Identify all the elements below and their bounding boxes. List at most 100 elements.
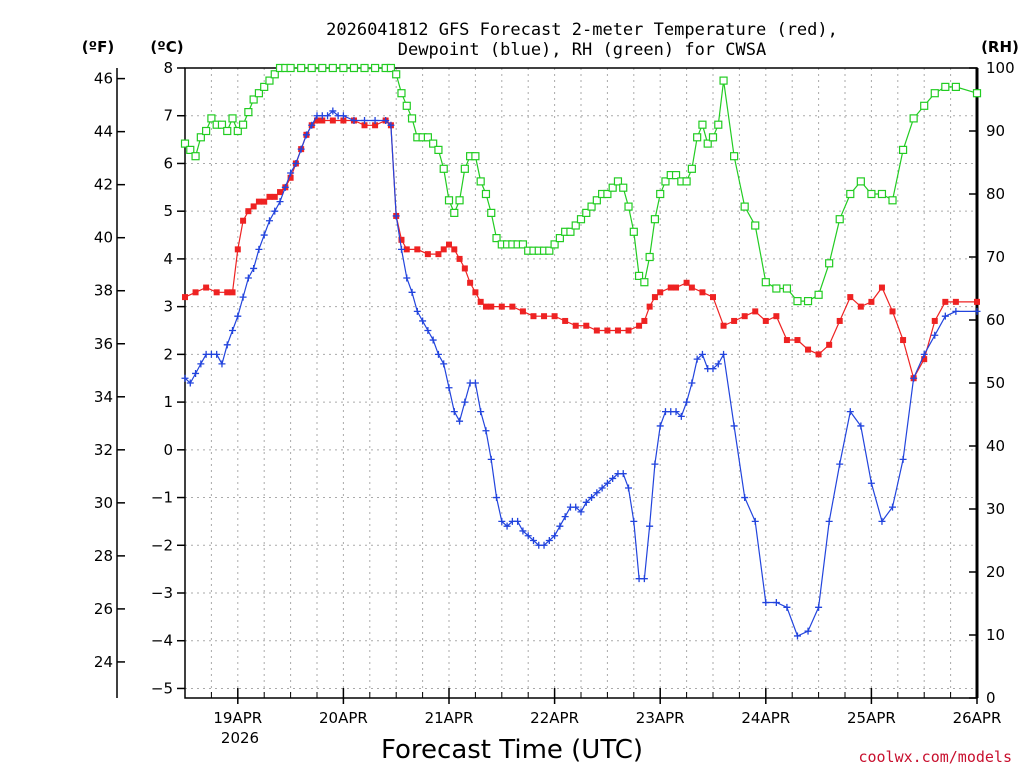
fahrenheit-unit-label: (ºF) (82, 38, 114, 56)
x-tick-label: 22APR (530, 709, 579, 727)
temperature-point (440, 246, 447, 253)
dewpoint-point (408, 288, 416, 296)
celsius-tick-label: −3 (151, 584, 173, 602)
temperature-point (720, 322, 727, 329)
chart-title-line-1: 2026041812 GFS Forecast 2-meter Temperat… (326, 20, 838, 40)
dewpoint-point (445, 384, 453, 392)
dewpoint-point (271, 207, 279, 215)
temperature-point (667, 284, 674, 291)
dewpoint-point (440, 360, 448, 368)
rh-point (471, 152, 480, 161)
temperature-point (673, 284, 680, 291)
rh-point (545, 246, 554, 255)
temperature-point (192, 289, 199, 296)
temperature-point (636, 322, 643, 329)
dewpoint-point (503, 522, 511, 530)
dewpoint-point (857, 422, 865, 430)
dewpoint-point (572, 503, 580, 511)
dewpoint-point (551, 532, 559, 540)
fahrenheit-tick-label: 38 (94, 282, 113, 300)
dewpoint-point (878, 517, 886, 525)
rh-point (634, 271, 644, 280)
fahrenheit-tick-label: 40 (94, 229, 113, 247)
temperature-point (372, 122, 379, 129)
rh-tick-label: 70 (986, 248, 1005, 266)
rh-point (687, 164, 696, 173)
rh-point (951, 82, 960, 92)
rh-point (249, 95, 258, 104)
temperature-point (583, 322, 590, 329)
dewpoint-point (793, 632, 801, 640)
dewpoint-point (867, 479, 875, 487)
rh-point (297, 63, 306, 73)
dewpoint-point (899, 455, 907, 463)
dewpoint-point (477, 408, 485, 416)
rh-point (730, 152, 739, 161)
dewpoint-point (952, 307, 960, 315)
temperature-point (451, 246, 458, 253)
fahrenheit-tick-label: 44 (94, 123, 113, 141)
dewpoint-point (419, 317, 427, 325)
dewpoint-point (471, 379, 479, 387)
dewpoint-point (556, 522, 564, 530)
temperature-point (224, 289, 231, 296)
fahrenheit-tick-label: 24 (94, 653, 113, 671)
rh-point (835, 215, 844, 224)
rh-point (307, 63, 316, 73)
fahrenheit-tick-label: 26 (94, 600, 113, 618)
temperature-point (683, 279, 690, 286)
rh-point (576, 215, 586, 224)
rh-point (814, 290, 823, 299)
x-tick-label: 25APR (847, 709, 896, 727)
dewpoint-point (387, 121, 395, 129)
rh-point (186, 145, 195, 154)
rh-point (603, 189, 612, 199)
dewpoint-point (461, 398, 469, 406)
fahrenheit-tick-label: 28 (94, 547, 113, 565)
temperature-point (952, 298, 959, 305)
x-tick-label: 24APR (741, 709, 790, 727)
temperature-point (213, 289, 220, 296)
temperature-point (783, 337, 790, 344)
rh-point (360, 63, 369, 73)
rh-point (682, 177, 691, 186)
temperature-point (752, 308, 759, 315)
temperature-point (593, 327, 600, 334)
celsius-tick-label: 8 (163, 59, 173, 77)
dewpoint-point (429, 336, 437, 344)
temperature-point (614, 327, 621, 334)
temperature-point (762, 317, 769, 324)
temperature-point (541, 313, 548, 320)
dewpoint-line (184, 110, 977, 637)
rh-point (708, 133, 718, 142)
temperature-point (203, 284, 210, 291)
rh-point (328, 63, 337, 73)
temperature-point (240, 217, 247, 224)
dewpoint-point (762, 599, 770, 607)
temperature-point (245, 208, 252, 215)
temperature-point (314, 117, 320, 124)
dewpoint-point (672, 408, 680, 416)
temperature-point (414, 246, 421, 253)
rh-point (392, 70, 401, 79)
dewpoint-point (450, 408, 458, 416)
rh-point (270, 70, 279, 79)
rh-point (803, 297, 813, 306)
celsius-tick-label: −5 (151, 679, 173, 697)
rh-point (888, 196, 897, 205)
rh-point (339, 63, 348, 73)
rh-point (587, 202, 596, 211)
dewpoint-point (783, 603, 791, 611)
dewpoint-point (709, 365, 717, 373)
dewpoint-point (265, 217, 273, 225)
dewpoint-point (815, 603, 823, 611)
temperature-point (266, 193, 273, 200)
rh-point (238, 120, 248, 129)
celsius-tick-label: 6 (163, 154, 173, 172)
rh-point (613, 177, 623, 186)
temperature-point (710, 294, 716, 301)
temperature-point (182, 294, 188, 301)
temperature-point (572, 322, 579, 329)
rh-point (761, 278, 770, 287)
